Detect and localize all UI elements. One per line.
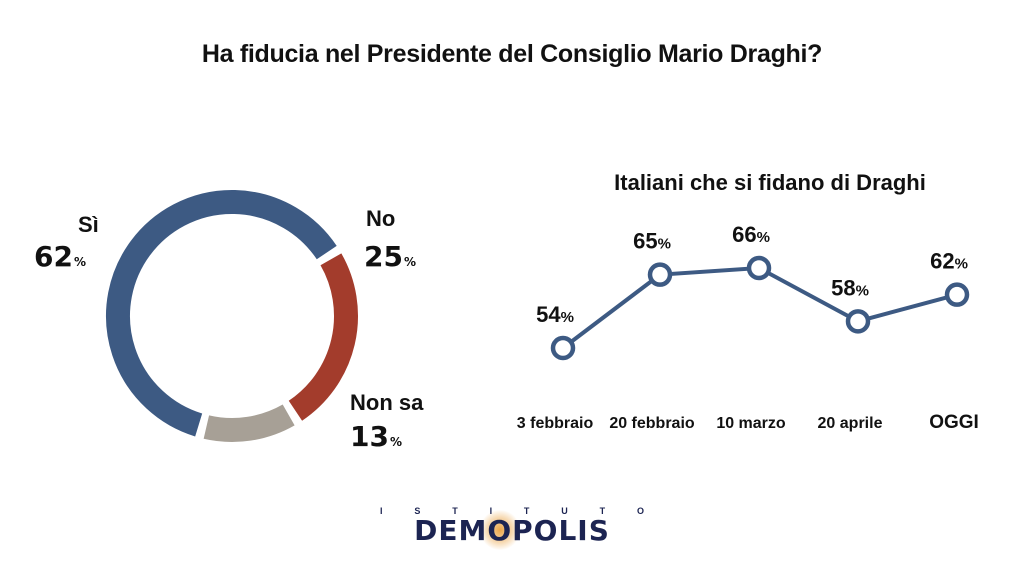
x-tick-label: 3 febbraio bbox=[517, 415, 594, 432]
data-label: 65% bbox=[633, 229, 671, 254]
data-label: 58% bbox=[831, 275, 869, 300]
logo-letter: O bbox=[636, 506, 644, 516]
data-point bbox=[647, 262, 673, 287]
slice-value-non-sa: 13% bbox=[350, 420, 402, 453]
x-tick-label: 20 aprile bbox=[818, 415, 883, 432]
logo-main-text: DEMOPOLIS bbox=[414, 514, 610, 547]
data-point bbox=[845, 309, 871, 334]
page-title: Ha fiducia nel Presidente del Consiglio … bbox=[201, 40, 823, 68]
logo-letter: I bbox=[489, 506, 493, 516]
slice-label-non-sa: Non sa bbox=[350, 390, 424, 415]
logo-letter: T bbox=[523, 506, 530, 516]
line-chart-title: Italiani che si fidano di Draghi bbox=[614, 170, 926, 195]
donut-slice-1 bbox=[288, 253, 358, 421]
logo-letter: T bbox=[452, 506, 458, 516]
slice-label-no: No bbox=[366, 206, 396, 231]
logo-letter: T bbox=[599, 506, 606, 516]
logo-letter: U bbox=[561, 506, 568, 516]
x-tick-label: 20 febbraio bbox=[609, 415, 695, 432]
donut-slice-0 bbox=[106, 190, 337, 437]
x-tick-label: 10 marzo bbox=[716, 415, 786, 432]
data-label: 66% bbox=[732, 222, 770, 247]
logo-glow bbox=[480, 510, 520, 550]
x-tick-label: OGGI bbox=[929, 412, 979, 433]
slice-value-si: 62% bbox=[34, 240, 86, 273]
data-label: 54% bbox=[536, 302, 574, 327]
data-point bbox=[746, 255, 772, 281]
logo-letter: I bbox=[380, 506, 383, 516]
data-point bbox=[550, 335, 576, 361]
slice-label-si: Sì bbox=[78, 212, 99, 237]
data-point bbox=[944, 282, 970, 307]
demopolis-logo: I S T I T U T O DEMOPOLIS bbox=[362, 498, 662, 550]
slice-value-no: 25% bbox=[364, 240, 416, 273]
logo-letter: S bbox=[414, 506, 421, 516]
donut-slice-2 bbox=[203, 404, 295, 442]
data-label: 62% bbox=[930, 249, 968, 274]
